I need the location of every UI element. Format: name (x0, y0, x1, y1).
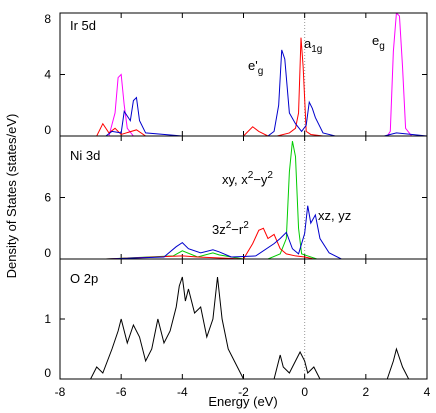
annotation-part: g (379, 41, 385, 52)
annotation-part: 2 (248, 170, 254, 181)
annotation: xy, x2−y2 (222, 170, 273, 187)
annotation-part: 1g (311, 44, 322, 55)
dos-line (60, 227, 427, 259)
y-tick-label: 1 (44, 312, 51, 326)
x-tick-label: -4 (177, 385, 188, 399)
annotation-part: e (372, 33, 379, 48)
y-tick-label: 0 (44, 246, 51, 260)
annotation-part: 2 (267, 170, 273, 181)
y-tick-label: 6 (44, 191, 51, 205)
annotation-part: 2 (226, 220, 232, 231)
annotation: a1g (304, 36, 322, 55)
x-axis-label: Energy (eV) (208, 394, 277, 409)
x-tick-label: 2 (362, 385, 369, 399)
y-axis-label: Density of States (states/eV) (4, 114, 19, 279)
y-tick-label: 4 (44, 68, 51, 82)
annotation: e'g (248, 58, 263, 77)
dos-line (60, 141, 427, 259)
x-tick-label: 4 (424, 385, 431, 399)
x-tick-label: 0 (301, 385, 308, 399)
x-tick-label: -6 (116, 385, 127, 399)
annotation-part: e' (248, 58, 258, 73)
annotation-part: 3z (212, 222, 226, 237)
dos-line (60, 49, 427, 136)
panel-frame (59, 12, 428, 137)
panel-title: Ir 5d (70, 18, 96, 33)
panel-title: Ni 3d (70, 148, 100, 163)
annotation-part: a (304, 36, 312, 51)
panel-frame (59, 258, 428, 380)
dos-line (60, 13, 427, 136)
annotation: xz, yz (318, 208, 351, 223)
annotation-part: −y (253, 172, 268, 187)
x-tick-label: -8 (55, 385, 66, 399)
y-tick-label: 0 (44, 123, 51, 137)
x-tick-label: -2 (238, 385, 249, 399)
panel-title: O 2p (70, 271, 98, 286)
annotation: eg (372, 33, 385, 52)
annotation-part: 2 (243, 220, 249, 231)
annotation-part: −r (231, 222, 244, 237)
y-tick-label: 8 (44, 12, 51, 26)
annotation-part: xz, yz (318, 208, 351, 223)
dos-line (60, 205, 427, 259)
annotation-part: xy, x (222, 172, 248, 187)
annotation: 3z2−r2 (212, 220, 249, 237)
annotation-part: g (258, 66, 264, 77)
dos-line (60, 276, 427, 379)
panel-frame (59, 135, 428, 260)
dos-line (60, 37, 427, 136)
y-tick-label: 0 (44, 366, 51, 380)
